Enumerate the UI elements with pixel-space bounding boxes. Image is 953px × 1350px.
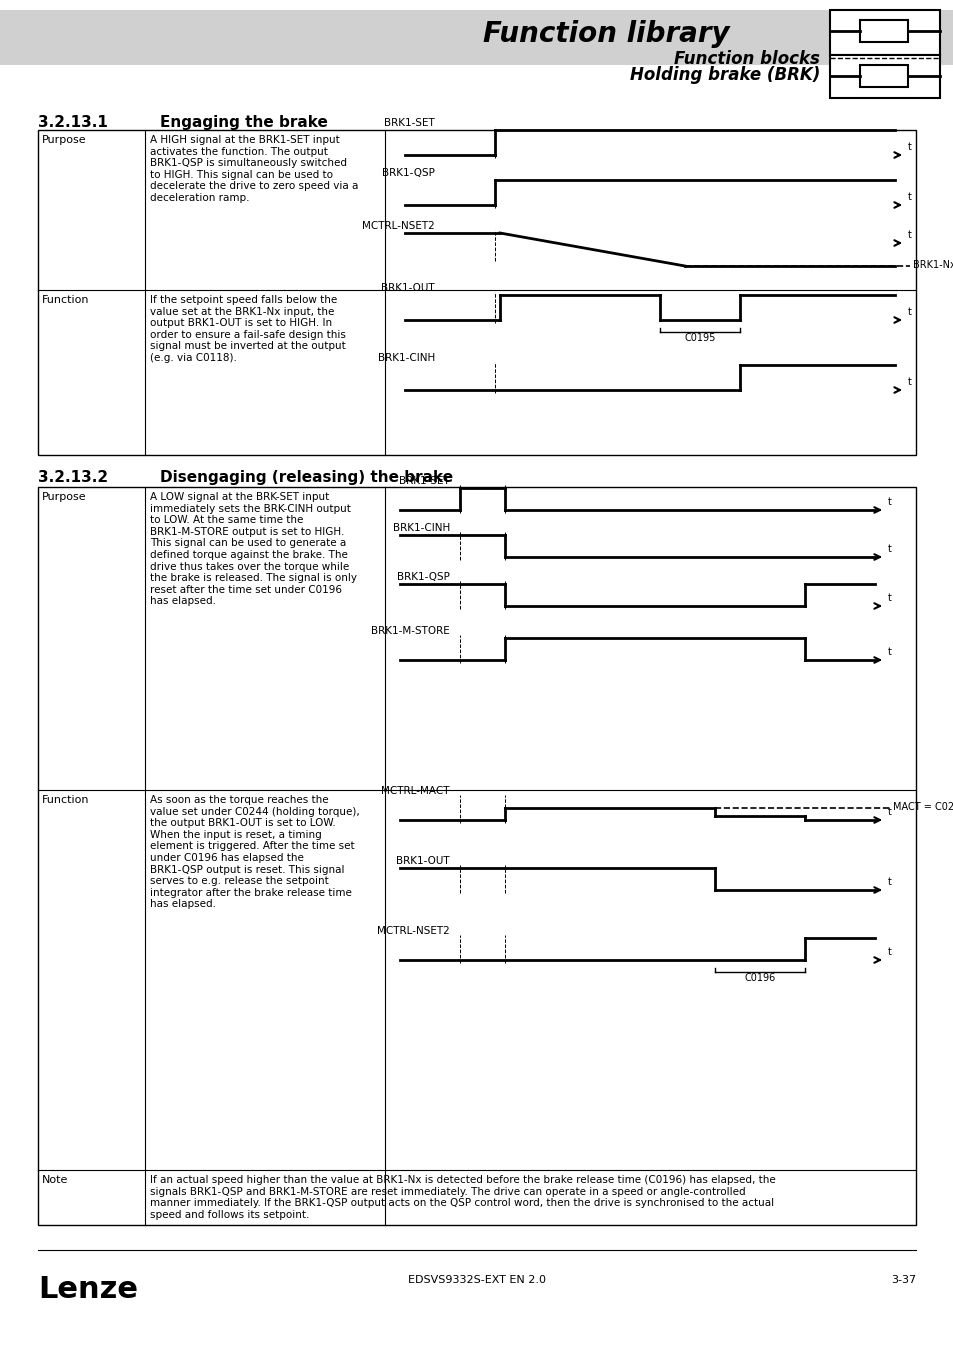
Text: t: t	[887, 946, 891, 957]
Text: Function: Function	[42, 296, 90, 305]
Text: Holding brake (BRK): Holding brake (BRK)	[629, 66, 820, 84]
Text: t: t	[907, 230, 911, 240]
Text: Disengaging (releasing) the brake: Disengaging (releasing) the brake	[160, 470, 453, 485]
Text: t: t	[887, 878, 891, 887]
Text: Lenze: Lenze	[38, 1274, 138, 1304]
Text: Engaging the brake: Engaging the brake	[160, 115, 328, 130]
Text: EDSVS9332S-EXT EN 2.0: EDSVS9332S-EXT EN 2.0	[408, 1274, 545, 1285]
Text: BRK1-M-STORE: BRK1-M-STORE	[371, 626, 450, 636]
Bar	[859, 20, 907, 42]
Text: BRK1-QSP: BRK1-QSP	[382, 167, 435, 178]
Bar	[38, 487, 915, 1224]
Bar	[0, 9, 953, 65]
Text: BRK1-OUT: BRK1-OUT	[381, 284, 435, 293]
Text: BRK1-Nx: BRK1-Nx	[912, 261, 953, 270]
Text: Purpose: Purpose	[42, 491, 87, 502]
Text: t: t	[887, 647, 891, 657]
Text: t: t	[887, 497, 891, 508]
Text: BRK1-CINH: BRK1-CINH	[377, 352, 435, 363]
Text: Function blocks: Function blocks	[674, 50, 820, 68]
Text: t: t	[887, 544, 891, 554]
Text: t: t	[887, 593, 891, 603]
Text: MCTRL-NSET2: MCTRL-NSET2	[362, 221, 435, 231]
Text: As soon as the torque reaches the
value set under C0244 (holding torque),
the ou: As soon as the torque reaches the value …	[150, 795, 359, 910]
Text: C0196: C0196	[743, 973, 775, 983]
Bar	[38, 130, 915, 455]
Text: MCTRL-MACT: MCTRL-MACT	[381, 786, 450, 796]
Text: 3.2.13.1: 3.2.13.1	[38, 115, 108, 130]
Text: t: t	[907, 192, 911, 202]
Text: t: t	[907, 377, 911, 387]
Text: t: t	[907, 142, 911, 153]
Text: Function library: Function library	[483, 20, 729, 49]
Text: BRK1-QSP: BRK1-QSP	[396, 572, 450, 582]
Text: BRK1-SET: BRK1-SET	[399, 477, 450, 486]
Text: 3-37: 3-37	[890, 1274, 915, 1285]
Text: t: t	[907, 306, 911, 317]
Text: MCTRL-NSET2: MCTRL-NSET2	[376, 926, 450, 936]
Text: t: t	[887, 807, 891, 817]
Text: BRK1-OUT: BRK1-OUT	[395, 856, 450, 865]
Text: A HIGH signal at the BRK1-SET input
activates the function. The output
BRK1-QSP : A HIGH signal at the BRK1-SET input acti…	[150, 135, 358, 202]
Bar	[829, 55, 939, 99]
Text: BRK1-SET: BRK1-SET	[384, 117, 435, 128]
Text: BRK1-CINH: BRK1-CINH	[393, 522, 450, 533]
Text: Function: Function	[42, 795, 90, 805]
Text: Purpose: Purpose	[42, 135, 87, 144]
Text: 3.2.13.2: 3.2.13.2	[38, 470, 108, 485]
Text: MACT = C0244: MACT = C0244	[892, 802, 953, 811]
Bar	[859, 65, 907, 86]
Text: C0195: C0195	[683, 333, 715, 343]
Text: If an actual speed higher than the value at BRK1-Nx is detected before the brake: If an actual speed higher than the value…	[150, 1174, 775, 1220]
Text: If the setpoint speed falls below the
value set at the BRK1-Nx input, the
output: If the setpoint speed falls below the va…	[150, 296, 346, 363]
Text: A LOW signal at the BRK-SET input
immediately sets the BRK-CINH output
to LOW. A: A LOW signal at the BRK-SET input immedi…	[150, 491, 356, 606]
Text: Note: Note	[42, 1174, 69, 1185]
Bar	[829, 9, 939, 55]
